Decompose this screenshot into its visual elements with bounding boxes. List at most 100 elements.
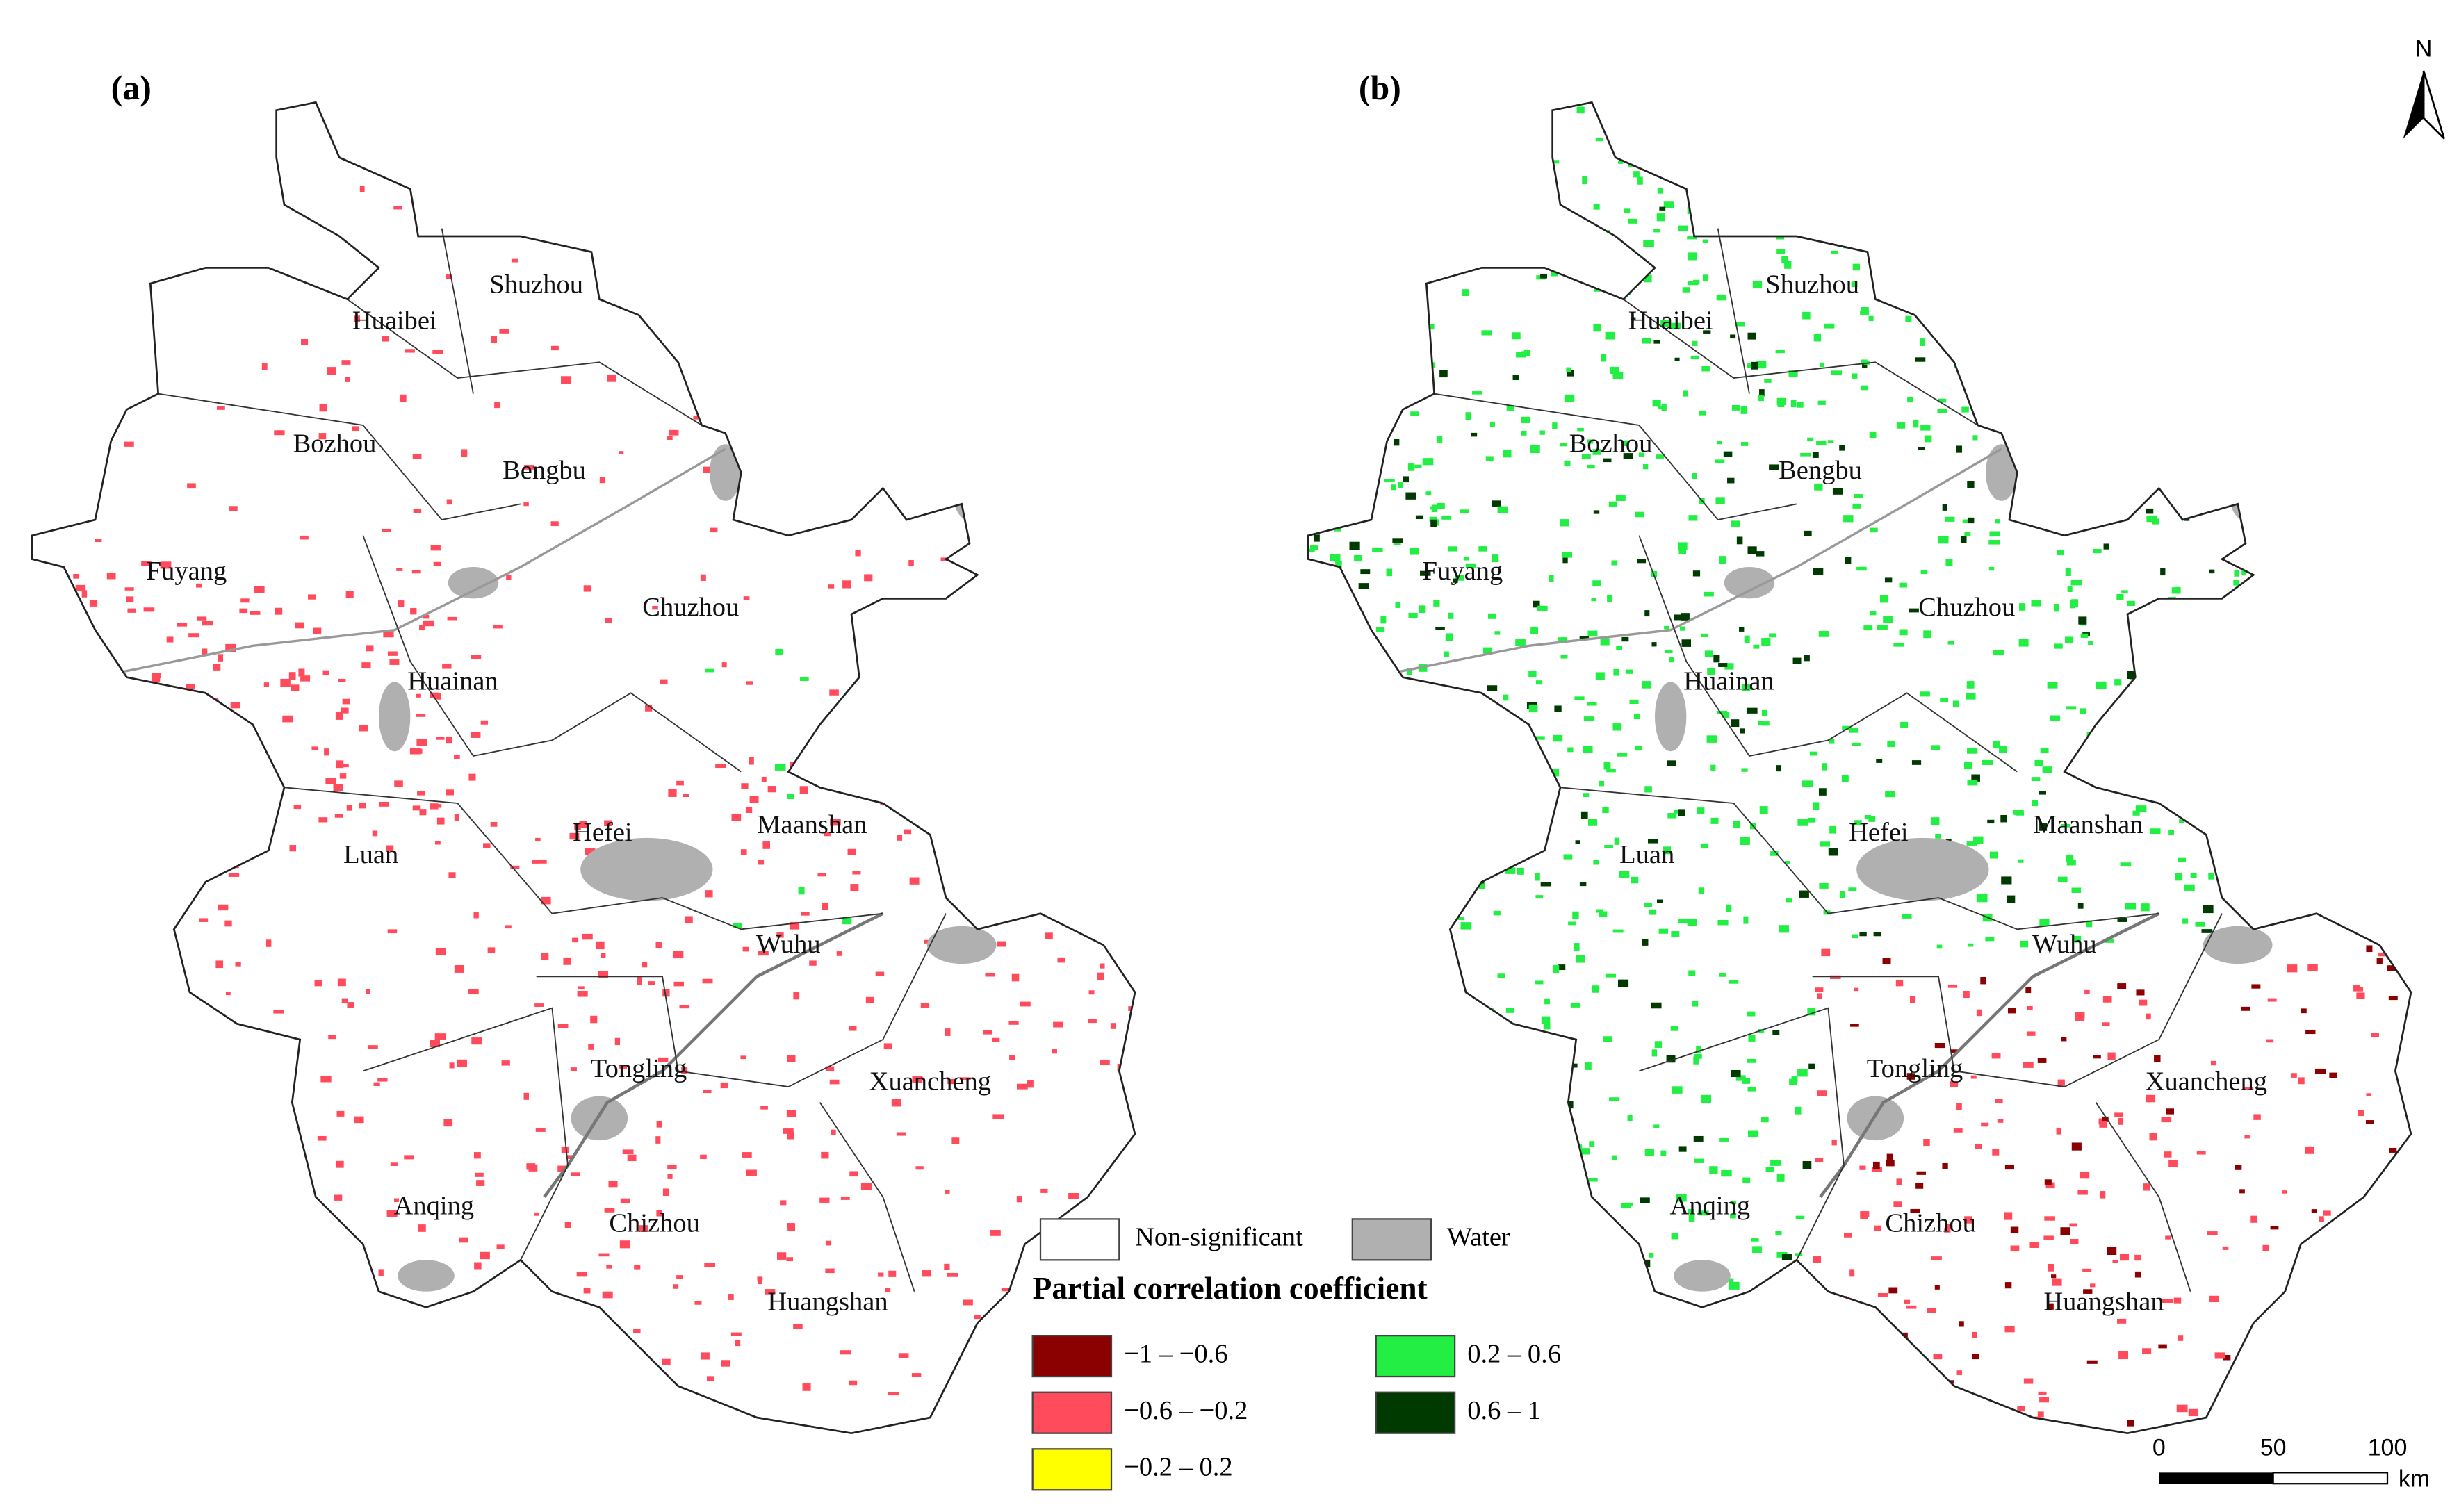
pixel bbox=[873, 459, 881, 466]
pixel bbox=[216, 406, 225, 410]
pixel bbox=[2364, 743, 2371, 748]
pixel bbox=[1401, 691, 1408, 694]
pixel bbox=[1572, 911, 1579, 919]
pixel bbox=[2298, 1363, 2307, 1370]
pixel bbox=[443, 1119, 453, 1127]
pixel bbox=[1968, 943, 1974, 947]
pixel bbox=[1428, 256, 1435, 260]
pixel bbox=[2039, 823, 2048, 831]
pixel bbox=[36, 395, 42, 403]
pixel bbox=[1924, 435, 1932, 443]
pixel bbox=[2390, 1263, 2399, 1269]
pixel bbox=[1433, 1212, 1439, 1217]
pixel bbox=[1613, 146, 1625, 150]
pixel bbox=[1309, 403, 1315, 411]
pixel bbox=[2380, 737, 2387, 743]
pixel bbox=[1761, 638, 1771, 646]
pixel bbox=[1523, 182, 1530, 188]
pixel bbox=[2034, 759, 2043, 767]
pixel bbox=[181, 1266, 186, 1271]
pixel bbox=[748, 757, 754, 765]
pixel bbox=[1704, 591, 1714, 597]
pixel bbox=[2223, 1355, 2231, 1361]
pixel bbox=[1724, 663, 1734, 670]
city-label: Wuhu bbox=[756, 930, 821, 959]
pixel bbox=[936, 475, 946, 479]
pixel bbox=[2291, 455, 2302, 461]
pixel bbox=[1627, 1115, 1633, 1121]
pixel bbox=[1058, 785, 1065, 790]
pixel bbox=[566, 1155, 574, 1160]
pixel bbox=[1747, 1011, 1756, 1017]
pixel bbox=[637, 976, 642, 985]
pixel bbox=[1920, 691, 1930, 697]
pixel bbox=[1616, 646, 1622, 650]
pixel bbox=[1403, 476, 1410, 483]
pixel bbox=[1688, 1321, 1698, 1328]
pixel bbox=[2114, 775, 2125, 782]
pixel bbox=[1900, 721, 1909, 728]
pixel bbox=[2164, 1151, 2172, 1158]
pixel bbox=[2044, 1179, 2052, 1185]
pixel bbox=[2355, 224, 2364, 231]
pixel bbox=[1530, 626, 1538, 634]
pixel bbox=[1820, 841, 1831, 847]
city-label: Tongling bbox=[1867, 1054, 1963, 1083]
pixel bbox=[1651, 642, 1657, 647]
pixel bbox=[341, 1324, 351, 1332]
pixel bbox=[717, 359, 725, 365]
pixel bbox=[740, 1055, 746, 1060]
pixel bbox=[1040, 1188, 1048, 1193]
pixel bbox=[2388, 996, 2398, 1001]
pixel bbox=[2018, 639, 2029, 647]
pixel bbox=[1425, 1104, 1431, 1111]
pixel bbox=[1589, 1210, 1599, 1217]
pixel bbox=[608, 1181, 618, 1188]
pixel bbox=[705, 890, 713, 898]
pixel bbox=[1485, 725, 1494, 732]
pixel bbox=[1531, 1437, 1541, 1443]
city-boundary bbox=[1623, 298, 1979, 426]
pixel bbox=[1537, 1194, 1544, 1199]
water-body bbox=[1986, 444, 2018, 501]
pixel bbox=[1114, 315, 1124, 323]
pixel bbox=[134, 1042, 142, 1049]
pixel bbox=[840, 1196, 850, 1200]
pixel bbox=[809, 960, 817, 966]
pixel bbox=[1692, 340, 1698, 346]
pixel bbox=[1579, 636, 1590, 640]
pixel bbox=[1405, 492, 1416, 500]
pixel bbox=[131, 707, 142, 714]
pixel bbox=[1568, 921, 1577, 926]
pixel bbox=[1599, 780, 1604, 787]
pixel bbox=[1380, 616, 1387, 624]
pixel bbox=[1827, 161, 1838, 167]
pixel bbox=[1391, 484, 1397, 491]
pixel bbox=[1801, 1306, 1810, 1313]
pixel bbox=[2351, 163, 2358, 168]
pixel bbox=[1315, 832, 1321, 837]
pixel bbox=[169, 1388, 178, 1397]
pixel bbox=[1730, 1213, 1736, 1219]
pixel bbox=[2378, 952, 2387, 957]
pixel bbox=[2385, 252, 2395, 256]
pixel bbox=[1909, 996, 1915, 1003]
pixel bbox=[2256, 368, 2264, 376]
pixel bbox=[124, 441, 134, 447]
pixel bbox=[43, 1035, 49, 1042]
pixel bbox=[1820, 1336, 1831, 1341]
pixel bbox=[1902, 282, 1910, 289]
pixel bbox=[347, 1002, 354, 1008]
pixel bbox=[1398, 1000, 1404, 1005]
pixel bbox=[2069, 1223, 2077, 1227]
pixel bbox=[1531, 783, 1541, 789]
pixel bbox=[346, 805, 352, 811]
pixel bbox=[2018, 859, 2024, 863]
pixel bbox=[1435, 627, 1445, 630]
pixel bbox=[667, 436, 673, 441]
pixel bbox=[2382, 1329, 2389, 1333]
pixel bbox=[1687, 919, 1697, 926]
pixel bbox=[380, 1383, 389, 1389]
pixel bbox=[2052, 1278, 2062, 1286]
pixel bbox=[2038, 1391, 2047, 1395]
